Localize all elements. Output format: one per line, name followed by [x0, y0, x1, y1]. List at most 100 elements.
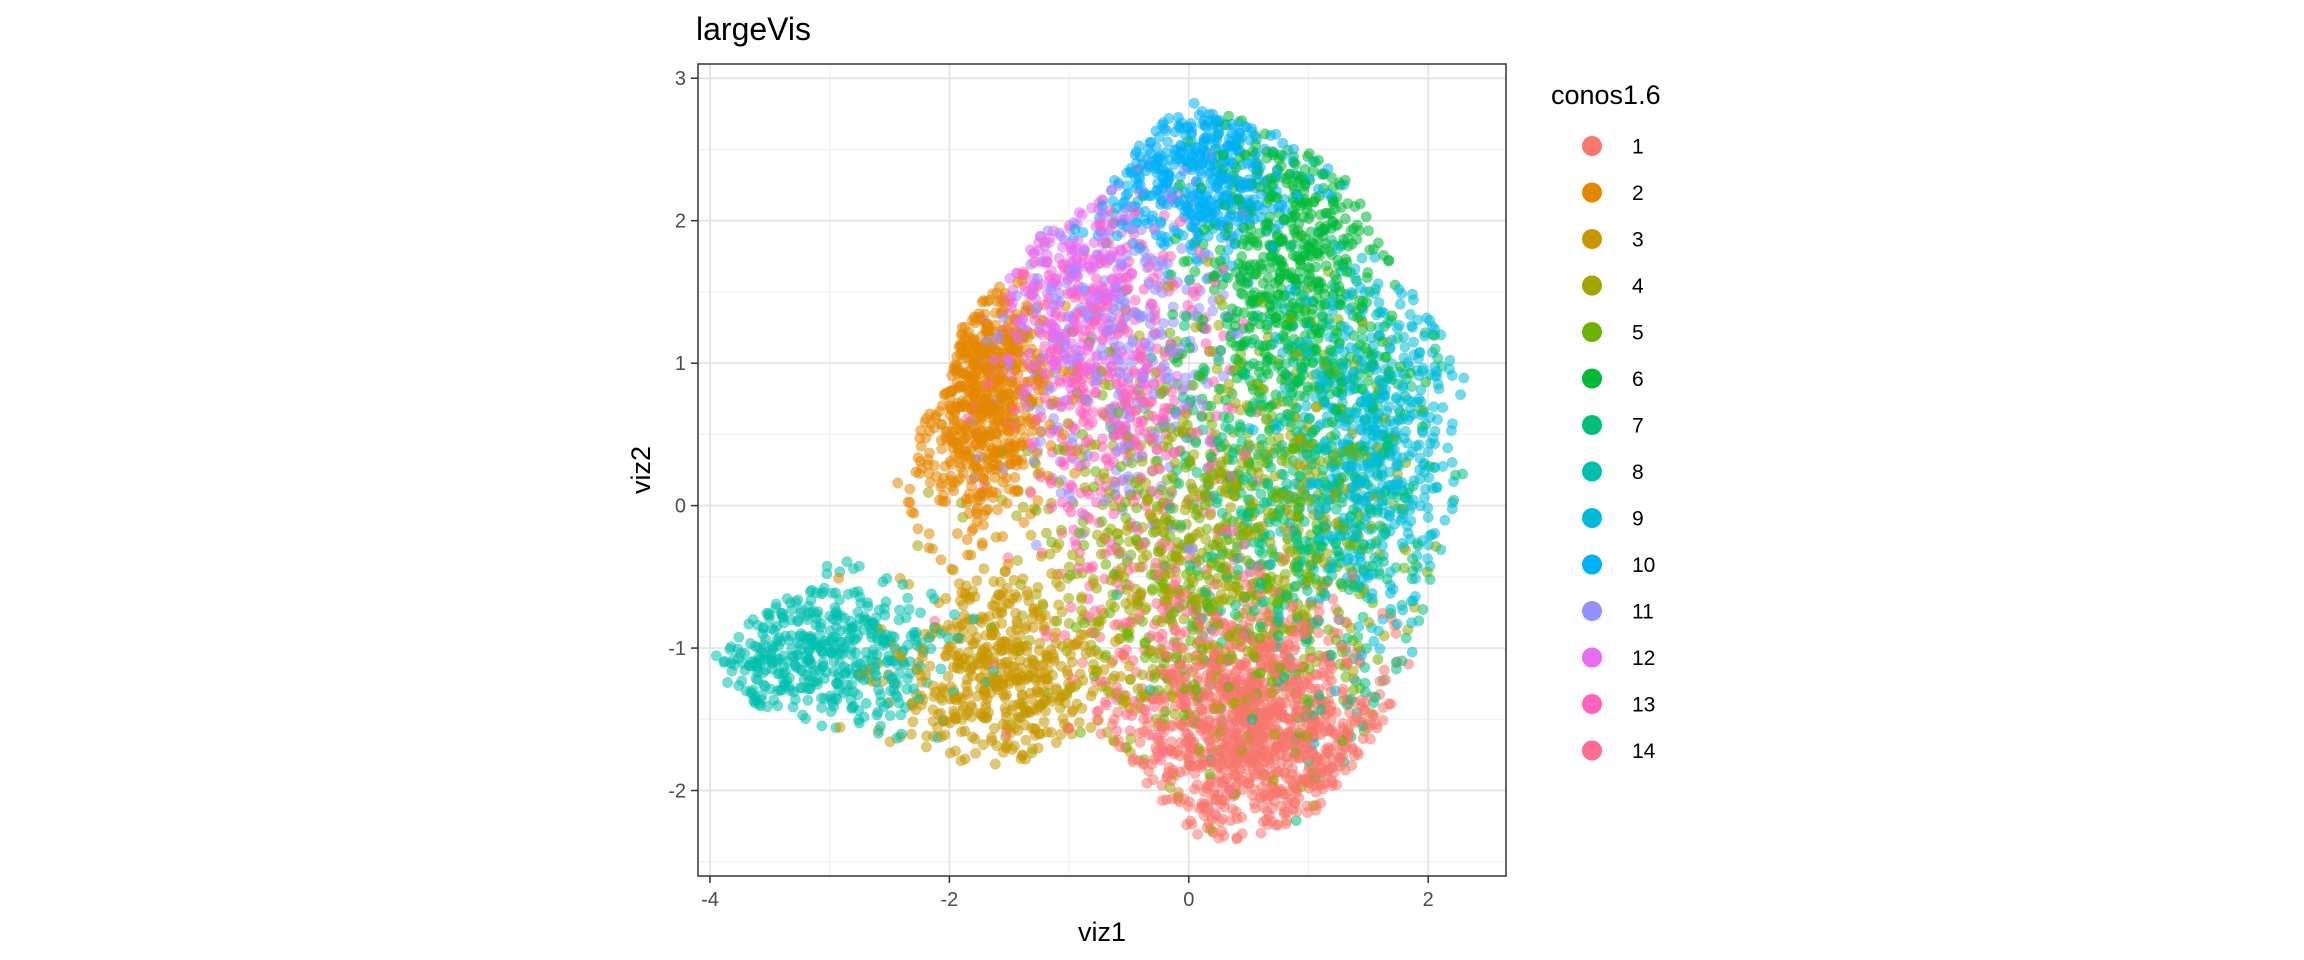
data-point-cluster-1 — [1326, 779, 1338, 791]
data-point-cluster-3 — [1050, 737, 1062, 749]
data-point-cluster-7 — [1391, 491, 1403, 503]
data-point-cluster-5 — [1046, 536, 1058, 548]
data-point-cluster-3 — [1030, 674, 1042, 686]
data-point-cluster-7 — [1220, 420, 1232, 432]
data-point-cluster-9 — [1455, 389, 1467, 401]
data-point-cluster-3 — [1076, 702, 1088, 714]
data-point-cluster-4 — [1169, 457, 1181, 469]
data-point-cluster-3 — [1005, 625, 1017, 637]
data-point-cluster-6 — [1360, 211, 1372, 223]
data-point-cluster-13 — [1105, 537, 1117, 549]
data-point-cluster-9 — [1371, 309, 1383, 321]
data-point-cluster-4 — [1225, 501, 1237, 513]
data-point-cluster-5 — [1147, 583, 1159, 595]
data-point-cluster-8 — [838, 661, 850, 673]
data-point-cluster-11 — [1067, 432, 1079, 444]
data-point-cluster-13 — [1090, 273, 1102, 285]
data-point-cluster-3 — [955, 755, 967, 767]
data-point-cluster-9 — [1445, 425, 1457, 437]
data-point-cluster-2 — [892, 477, 904, 489]
data-point-cluster-4 — [912, 540, 924, 552]
data-point-cluster-4 — [1017, 501, 1029, 513]
data-point-cluster-9 — [1428, 401, 1440, 413]
data-point-cluster-8 — [923, 632, 935, 644]
data-point-cluster-2 — [977, 519, 989, 531]
data-point-cluster-4 — [1204, 509, 1216, 521]
data-point-cluster-8 — [835, 647, 847, 659]
data-point-cluster-2 — [1048, 395, 1060, 407]
data-point-cluster-9 — [1393, 319, 1405, 331]
data-point-cluster-9 — [1419, 483, 1431, 495]
data-point-cluster-13 — [1159, 350, 1171, 362]
data-point-cluster-3 — [1032, 742, 1044, 754]
data-point-cluster-7 — [1327, 279, 1339, 291]
data-point-cluster-1 — [1156, 794, 1168, 806]
data-point-cluster-1 — [1323, 695, 1335, 707]
data-point-cluster-9 — [1391, 618, 1403, 630]
data-point-cluster-2 — [912, 523, 924, 535]
data-point-cluster-1 — [1179, 626, 1191, 638]
data-point-cluster-9 — [1404, 308, 1416, 320]
data-point-cluster-2 — [923, 528, 935, 540]
data-point-cluster-9 — [1372, 278, 1384, 290]
data-point-cluster-3 — [1037, 598, 1049, 610]
data-point-cluster-8 — [902, 592, 914, 604]
data-point-cluster-8 — [763, 612, 775, 624]
data-point-cluster-3 — [1029, 723, 1041, 735]
data-point-cluster-7 — [1216, 507, 1228, 519]
data-point-cluster-9 — [1419, 330, 1431, 342]
data-point-cluster-9 — [1404, 504, 1416, 516]
data-point-cluster-3 — [934, 692, 946, 704]
data-point-cluster-6 — [1364, 244, 1376, 256]
data-point-cluster-8 — [772, 700, 784, 712]
data-point-cluster-1 — [1378, 664, 1390, 676]
data-point-cluster-1 — [1168, 748, 1180, 760]
data-point-cluster-3 — [1055, 728, 1067, 740]
data-point-cluster-2 — [1012, 485, 1024, 497]
data-point-cluster-6 — [1349, 201, 1361, 213]
data-point-cluster-6 — [1255, 258, 1267, 270]
data-point-cluster-12 — [1086, 202, 1098, 214]
data-point-cluster-2 — [951, 528, 963, 540]
data-point-cluster-3 — [990, 531, 1002, 543]
data-point-cluster-6 — [1265, 251, 1277, 263]
data-point-cluster-5 — [1030, 505, 1042, 517]
data-point-cluster-7 — [1290, 815, 1302, 827]
data-point-cluster-3 — [1038, 620, 1050, 632]
data-point-cluster-1 — [1385, 698, 1397, 710]
data-point-cluster-4 — [1055, 524, 1067, 536]
data-point-cluster-5 — [1267, 489, 1279, 501]
data-point-cluster-4 — [1164, 781, 1176, 793]
data-point-cluster-3 — [921, 730, 933, 742]
data-point-cluster-6 — [1348, 223, 1360, 235]
chart-title: largeVis — [696, 11, 811, 47]
data-point-cluster-7 — [1284, 410, 1296, 422]
data-point-cluster-11 — [1031, 302, 1043, 314]
data-point-cluster-7 — [1390, 656, 1402, 668]
data-point-cluster-3 — [996, 617, 1008, 629]
data-point-cluster-9 — [1377, 540, 1389, 552]
data-point-cluster-6 — [1214, 244, 1226, 256]
data-point-cluster-9 — [1442, 442, 1454, 454]
data-point-cluster-5 — [1372, 653, 1384, 665]
data-point-cluster-11 — [1193, 302, 1205, 314]
data-point-cluster-9 — [1301, 400, 1313, 412]
data-point-cluster-7 — [1262, 477, 1274, 489]
data-point-cluster-10 — [1270, 128, 1282, 140]
data-point-cluster-1 — [1099, 676, 1111, 688]
data-point-cluster-12 — [1076, 209, 1088, 221]
data-point-cluster-3 — [884, 736, 896, 748]
data-point-cluster-13 — [1080, 436, 1092, 448]
data-point-cluster-2 — [1035, 426, 1047, 438]
data-point-cluster-8 — [785, 630, 797, 642]
data-point-cluster-2 — [993, 281, 1005, 293]
data-point-cluster-8 — [722, 676, 734, 688]
data-point-cluster-5 — [1164, 327, 1176, 339]
data-point-cluster-6 — [1329, 269, 1341, 281]
data-point-cluster-11 — [1113, 340, 1125, 352]
data-point-cluster-4 — [1011, 510, 1023, 522]
data-point-cluster-13 — [1149, 314, 1161, 326]
data-point-cluster-10 — [1169, 126, 1181, 138]
data-point-cluster-11 — [1034, 435, 1046, 447]
